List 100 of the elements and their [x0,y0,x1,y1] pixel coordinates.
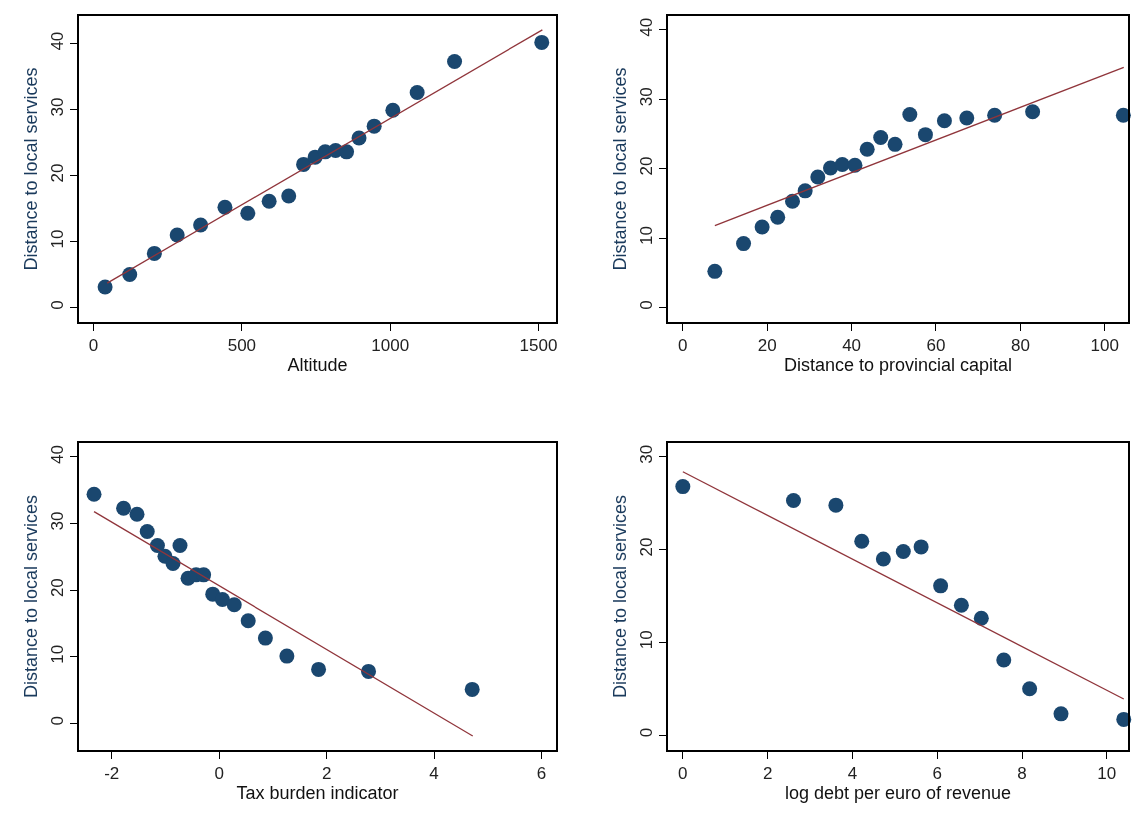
y-tick-label: 30 [637,444,657,464]
x-tick-label: -2 [104,764,120,784]
point [736,236,752,252]
x-tick-label: 500 [227,336,257,356]
y-tick-label: 0 [637,300,657,310]
x-tick-label: 6 [932,764,942,784]
x-axis-title: Altitude [287,355,348,375]
y-axis-title: Distance to local services [609,67,630,271]
y-tick-label: 0 [637,727,657,738]
point [675,479,691,495]
y-tick-label: 10 [48,229,68,249]
x-tick-label: 0 [678,336,688,356]
y-axis-title: Distance to local services [609,494,630,699]
y-tick-label: 40 [48,31,68,51]
x-tick-label: 2 [321,764,332,784]
x-tick-label: 1500 [519,336,558,356]
x-tick-label: 6 [536,764,547,784]
x-tick-label: 4 [429,764,439,784]
x-axis-title: log debt per euro of revenue [784,783,1012,804]
point [933,578,949,594]
point [875,551,891,567]
x-tick-label: 10 [1097,764,1117,784]
point [311,661,327,677]
point [261,193,277,209]
point [1022,681,1038,697]
point [86,486,102,502]
x-tick-label: 2 [762,764,773,784]
point [464,681,480,697]
x-tick-label: 8 [1017,764,1027,784]
point [873,129,889,145]
point [447,54,463,69]
x-tick-label: 0 [88,336,99,356]
point [217,199,233,215]
point [936,113,952,129]
point [97,279,113,295]
point [959,110,975,126]
point [385,102,401,118]
point [279,648,295,664]
point [116,500,132,516]
x-tick-label: 0 [214,764,224,784]
y-axis-title: Distance to local services [20,494,41,699]
point [169,227,185,243]
point [754,219,770,235]
point [973,610,989,626]
y-tick-label: 30 [48,511,68,531]
x-axis-title: Distance to provincial capital [783,355,1013,376]
x-tick-label: 0 [678,764,688,784]
point [139,524,155,540]
y-tick-label: 20 [48,578,68,598]
point [847,157,863,173]
y-tick-label: 20 [48,163,68,183]
point [240,613,256,629]
point [214,592,230,607]
point [828,497,844,513]
y-tick-label: 20 [637,537,657,557]
point [917,127,933,143]
point [854,533,870,549]
point [770,209,786,225]
y-tick-label: 30 [48,97,68,117]
y-tick-label: 30 [637,87,657,107]
point [281,188,297,204]
point [859,141,875,157]
point [1053,706,1069,722]
point [786,493,801,508]
point [1025,104,1041,120]
point [129,506,145,522]
point [226,597,242,613]
y-tick-label: 0 [48,716,68,726]
point [834,156,850,172]
y-tick-label: 10 [637,226,657,245]
y-tick-label: 40 [637,17,657,37]
point [339,144,355,160]
x-tick-label: 4 [847,764,858,784]
point [707,263,723,279]
y-axis-title: Distance to local services [20,67,41,271]
point [996,652,1012,668]
x-axis-title: Tax burden indicator [236,783,399,804]
point [785,193,800,209]
point [887,136,903,152]
point [240,205,256,221]
y-tick-label: 10 [637,630,657,650]
point [534,34,550,50]
x-tick-label: 1000 [371,336,410,356]
x-tick-label: 60 [926,336,946,356]
point [810,169,826,185]
point [913,539,929,555]
point [172,538,188,554]
point [895,544,911,560]
x-tick-label: 80 [1010,336,1030,356]
point [409,85,425,100]
y-tick-label: 10 [48,644,68,664]
y-tick-label: 40 [48,444,68,464]
point [953,597,969,613]
x-tick-label: 40 [842,336,862,356]
point [902,107,918,123]
point [257,630,273,646]
y-tick-label: 20 [637,156,657,176]
y-tick-label: 0 [48,300,68,310]
x-tick-label: 100 [1090,336,1119,356]
x-tick-label: 20 [757,336,777,356]
